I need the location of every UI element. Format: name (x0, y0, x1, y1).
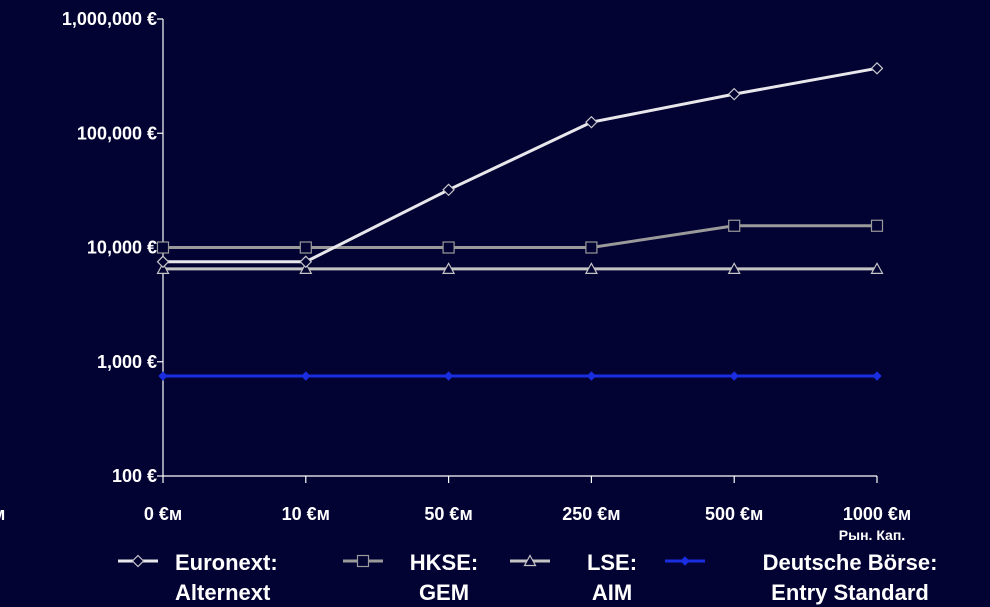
diamond-marker (872, 371, 882, 381)
x-tick-label: 1000 €м (843, 504, 911, 524)
diamond-marker (870, 61, 884, 75)
diamond-marker (729, 371, 739, 381)
diamond-marker (299, 255, 313, 269)
y-tick-label: 100,000 € (77, 123, 157, 143)
square-marker (156, 241, 170, 254)
legend-label: AIM (592, 580, 632, 605)
triangle-marker (442, 262, 456, 274)
y-tick-label: 1,000,000 € (62, 9, 157, 29)
diamond-marker (156, 255, 170, 269)
x-tick-label: 50 €м (424, 504, 472, 524)
triangle-marker (584, 262, 598, 274)
diamond-marker (131, 554, 145, 568)
series-hkse-gem (156, 219, 884, 254)
x-axis: 0 €м 10 €м 50 €м 250 €м 500 €м 1000 €м (144, 475, 911, 524)
y-tick-label: 10,000 € (87, 238, 157, 258)
y-tick-label: 100 € (112, 466, 157, 486)
triangle-marker (870, 262, 884, 274)
x-tick-label: 500 €м (705, 504, 763, 524)
diamond-marker (586, 371, 597, 381)
legend-label: GEM (419, 580, 469, 605)
series-layer (156, 61, 884, 381)
legend-label: Alternext (175, 580, 271, 605)
x-axis-title: Рын. Кап. (839, 527, 905, 543)
series-euronext-alternext (156, 61, 884, 269)
partial-x-tick-label: м (0, 504, 5, 524)
diamond-marker (443, 371, 454, 381)
legend-label: HKSE: (410, 550, 478, 575)
legend-item: Deutsche Börse: Entry Standard (665, 550, 937, 605)
x-tick-label: 250 €м (562, 504, 620, 524)
legend-item: LSE: AIM (510, 550, 637, 605)
diamond-marker (442, 183, 455, 197)
diamond-marker (727, 87, 741, 101)
triangle-marker (727, 262, 741, 274)
y-tick-label: 1,000 € (97, 352, 157, 372)
triangle-marker (156, 262, 170, 274)
triangle-marker (523, 554, 537, 567)
series-lse-aim (156, 262, 884, 274)
square-marker (870, 219, 884, 232)
diamond-marker (301, 371, 311, 381)
diamond-marker (158, 371, 168, 381)
square-marker (442, 241, 455, 254)
square-marker (728, 219, 741, 232)
legend-label: Entry Standard (771, 580, 929, 605)
x-tick-label: 10 €м (282, 504, 330, 524)
legend-item: Euronext: Alternext (118, 550, 278, 605)
legend-item: HKSE: GEM (343, 550, 478, 605)
series-line (163, 66, 878, 264)
series-line (163, 224, 877, 249)
y-axis: 100 € 1,000 € 10,000 € 100,000 € 1,000,000 € (62, 9, 164, 486)
legend-label: Euronext: (175, 550, 278, 575)
x-tick-label: 0 €м (144, 504, 182, 524)
triangle-marker (299, 262, 313, 274)
diamond-marker (585, 115, 598, 129)
series-deutsche-b-rse-entry-standard (158, 371, 882, 381)
square-marker (585, 241, 598, 254)
legend: Euronext: Alternext HKSE: GEM LSE: AIM Deutsch… (118, 550, 937, 605)
square-marker (356, 554, 370, 568)
legend-label: LSE: (587, 550, 637, 575)
legend-label: Deutsche Börse: (763, 550, 938, 575)
square-marker (299, 241, 312, 254)
diamond-marker (680, 556, 690, 566)
